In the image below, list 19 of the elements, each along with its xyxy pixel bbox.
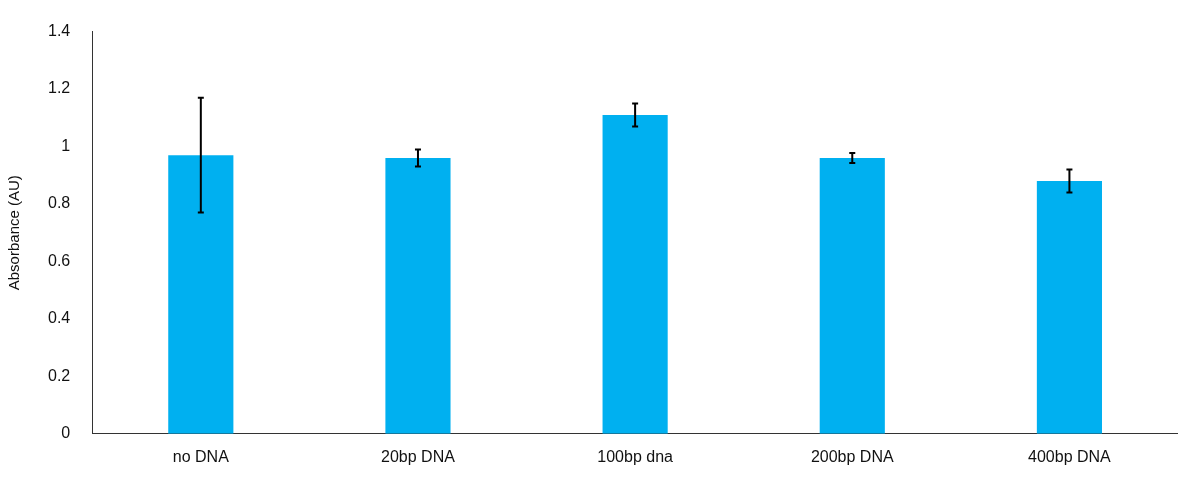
bar: [819, 158, 885, 434]
y-tick-label: 0: [61, 424, 71, 442]
y-tick-label: 0.6: [47, 251, 71, 269]
x-tick-label: 100bp dna: [597, 447, 674, 465]
x-tick-label: no DNA: [172, 447, 230, 465]
x-tick-label: 200bp DNA: [810, 447, 894, 465]
y-tick-label: 1: [61, 136, 71, 154]
y-axis-title: Absorbance (AU): [5, 175, 23, 291]
bar: [168, 155, 234, 434]
y-tick-label: 1.4: [47, 22, 71, 40]
bar: [1036, 180, 1102, 434]
y-tick-label: 0.2: [47, 366, 71, 384]
bar: [602, 114, 668, 434]
x-tick-label: 20bp DNA: [381, 447, 456, 465]
x-tick-label: 400bp DNA: [1028, 447, 1112, 465]
y-tick-label: 1.2: [47, 79, 71, 97]
bar: [385, 158, 451, 434]
y-tick-label: 0.8: [47, 194, 71, 212]
y-tick-label: 0.4: [47, 309, 71, 327]
